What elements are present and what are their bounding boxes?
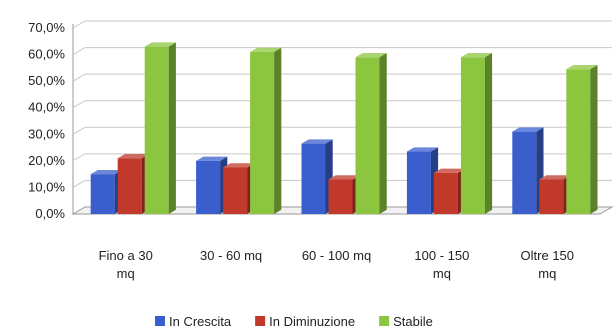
bar-top	[355, 53, 387, 58]
bars	[90, 42, 598, 215]
bar-front	[539, 179, 564, 214]
legend-label: In Diminuzione	[269, 314, 355, 329]
x-category-label: mq	[117, 266, 135, 281]
legend: In Crescita In Diminuzione Stabile	[155, 314, 433, 329]
bar-stabile	[566, 64, 598, 214]
x-category-label: mq	[538, 266, 556, 281]
bar-in-diminuzione	[328, 175, 360, 214]
bar-front	[460, 57, 485, 214]
bar-in-diminuzione	[539, 175, 571, 214]
bar-stabile	[144, 42, 176, 215]
x-category-label: 100 - 150	[414, 248, 469, 263]
bar-top	[223, 163, 255, 168]
bar-side	[168, 42, 176, 215]
bar-front	[117, 158, 142, 214]
legend-swatch	[255, 316, 266, 326]
bar-front	[196, 160, 221, 214]
bar-top	[301, 139, 333, 144]
bar-front	[512, 131, 537, 214]
legend-swatch	[379, 316, 390, 326]
bar-side	[590, 64, 598, 214]
bar-in-diminuzione	[223, 163, 255, 214]
legend-item: Stabile	[379, 314, 433, 329]
bar-front	[566, 69, 591, 214]
legend-item: In Diminuzione	[255, 314, 355, 329]
bar-front	[355, 57, 380, 214]
bar-top	[433, 168, 466, 173]
bar-front	[328, 179, 353, 214]
bar-top	[328, 175, 360, 180]
gridline	[72, 73, 612, 82]
bar-front	[406, 151, 431, 214]
bar-top	[144, 42, 176, 47]
legend-label: Stabile	[393, 314, 433, 329]
y-tick-label: 50,0%	[28, 73, 65, 88]
bar-front	[90, 174, 115, 214]
gridline	[72, 126, 612, 135]
bar-top	[512, 127, 544, 132]
bar-front	[223, 167, 248, 214]
bar-in-diminuzione	[117, 154, 149, 214]
gridline	[72, 100, 612, 109]
legend-item: In Crescita	[155, 314, 232, 329]
x-category-label: Fino a 30	[99, 248, 153, 263]
y-tick-label: 40,0%	[28, 100, 65, 115]
bar-stabile	[355, 53, 387, 215]
bar-front	[250, 51, 275, 214]
y-tick-label: 10,0%	[28, 179, 65, 194]
y-tick-label: 0,0%	[35, 206, 65, 221]
bar-stabile	[250, 47, 282, 214]
bar-top	[406, 147, 439, 152]
x-category-label: mq	[433, 266, 451, 281]
x-category-label: 60 - 100 mq	[302, 248, 371, 263]
x-category-label: Oltre 150	[521, 248, 574, 263]
legend-label: In Crescita	[169, 314, 232, 329]
legend-swatch	[155, 316, 165, 326]
bar-stabile	[460, 53, 493, 215]
bar-front	[301, 143, 326, 214]
bar-in-crescita	[301, 139, 333, 214]
bar-front	[144, 46, 169, 214]
x-category-label: 30 - 60 mq	[200, 248, 262, 263]
bar-in-crescita	[406, 147, 439, 214]
bar-in-crescita	[196, 156, 228, 214]
bar-top	[250, 47, 282, 52]
bar-side	[484, 53, 493, 215]
bar-front	[433, 172, 458, 214]
bar-top	[539, 175, 571, 180]
y-tick-label: 30,0%	[28, 126, 65, 141]
y-tick-label: 70,0%	[28, 20, 65, 35]
bar-side	[274, 47, 282, 214]
gridline	[72, 20, 612, 29]
x-axis-categories: Fino a 30 mq 30 - 60 mq 60 - 100 mq 100 - 15…	[99, 248, 574, 281]
bar-in-diminuzione	[433, 168, 466, 214]
y-tick-label: 20,0%	[28, 153, 65, 168]
bar-top	[566, 64, 598, 70]
bar-in-crescita	[512, 127, 544, 214]
bar-top	[196, 156, 228, 161]
bar-top	[460, 53, 493, 58]
gridline	[72, 47, 612, 56]
y-axis-ticks: 0,0% 10,0% 20,0% 30,0% 40,0% 50,0% 60,0% 70,0%	[28, 20, 65, 221]
y-tick-label: 60,0%	[28, 47, 65, 62]
bar-top	[117, 154, 149, 159]
bar-side	[379, 53, 387, 215]
bar-in-crescita	[90, 169, 122, 214]
bar-top	[90, 169, 122, 175]
